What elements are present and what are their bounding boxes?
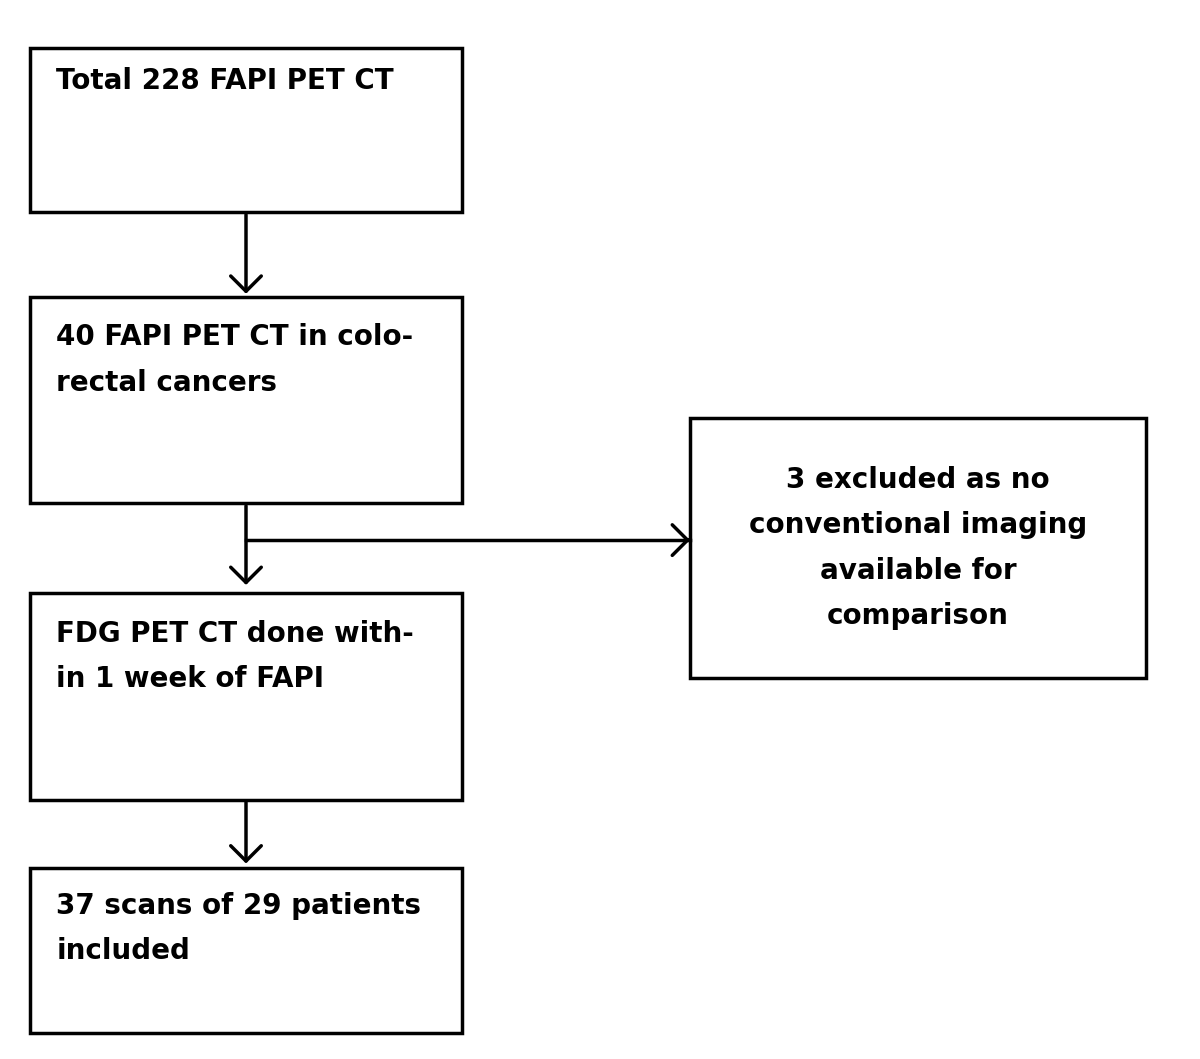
Text: 37 scans of 29 patients
included: 37 scans of 29 patients included xyxy=(56,892,421,965)
FancyBboxPatch shape xyxy=(690,418,1146,678)
FancyBboxPatch shape xyxy=(30,593,462,800)
FancyBboxPatch shape xyxy=(30,48,462,212)
Text: 40 FAPI PET CT in colo-
rectal cancers: 40 FAPI PET CT in colo- rectal cancers xyxy=(56,323,414,396)
FancyBboxPatch shape xyxy=(30,868,462,1033)
Text: Total 228 FAPI PET CT: Total 228 FAPI PET CT xyxy=(56,67,394,94)
Text: FDG PET CT done with-
in 1 week of FAPI: FDG PET CT done with- in 1 week of FAPI xyxy=(56,620,414,693)
FancyBboxPatch shape xyxy=(30,297,462,503)
Text: 3 excluded as no
conventional imaging
available for
comparison: 3 excluded as no conventional imaging av… xyxy=(749,466,1087,630)
